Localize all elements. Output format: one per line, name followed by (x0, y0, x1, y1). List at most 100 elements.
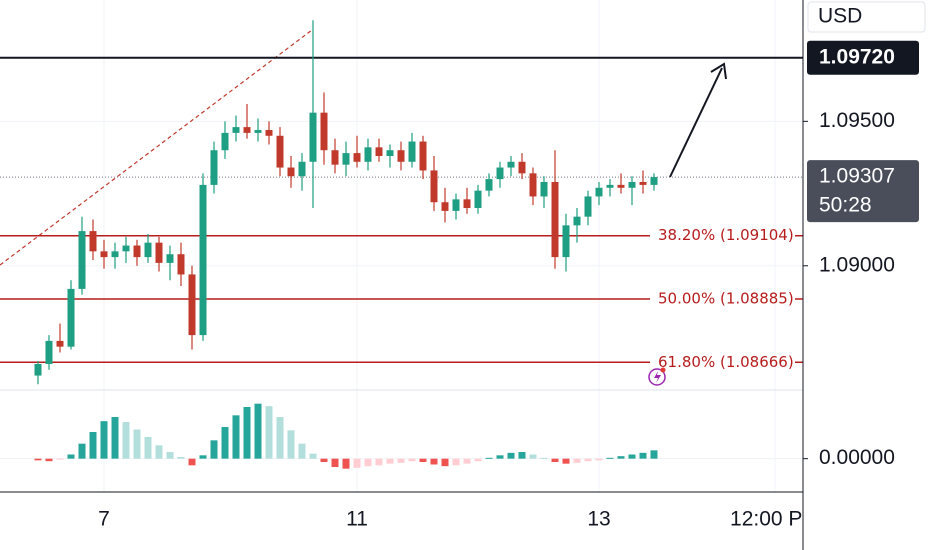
histogram-bar (606, 457, 614, 459)
candle-body (529, 173, 537, 197)
last-price-box (807, 160, 919, 223)
candle-body (595, 187, 603, 197)
histogram-bar (221, 427, 229, 459)
candle-body (628, 182, 636, 188)
candle-body (243, 127, 251, 133)
y-tick-label: 1.09500 (819, 109, 895, 132)
y-tick-label: 1.09000 (819, 253, 895, 276)
histogram-bar (364, 458, 372, 467)
histogram-bar (463, 458, 471, 464)
candle-body (309, 112, 317, 162)
histogram-bar (320, 458, 328, 462)
histogram-bar (386, 458, 394, 464)
histogram-bar (562, 458, 570, 464)
histogram-bar (474, 458, 482, 462)
histogram-bar (573, 458, 581, 463)
histogram-bar (210, 440, 218, 459)
histogram-bar (254, 403, 262, 459)
candle-body (375, 147, 383, 156)
histogram-bar (188, 458, 196, 466)
histogram-bar (639, 452, 647, 459)
candle-body (419, 141, 427, 171)
histogram-bar (331, 458, 339, 467)
horizontal-line-label: 1.09720 (819, 45, 895, 68)
histogram-bar (133, 429, 141, 459)
candle-body (474, 190, 482, 208)
candle-body (67, 288, 75, 347)
candle-body (507, 161, 515, 168)
candle-body (166, 254, 174, 263)
candle-body (617, 184, 625, 188)
candle-body (298, 161, 306, 177)
candle-body (100, 251, 108, 258)
histogram-bar (485, 457, 493, 459)
candle-body (430, 170, 438, 203)
histogram-bar (353, 458, 361, 468)
candle-body (287, 167, 295, 177)
candle-body (122, 245, 130, 252)
time-axis: 7 11 13 12:00 PM (98, 508, 820, 531)
histogram-bar (375, 458, 383, 466)
histogram-bar (276, 417, 284, 459)
candle-body (562, 225, 570, 258)
candle-body (34, 364, 42, 376)
candle-body (463, 199, 471, 208)
histogram-bar (496, 455, 504, 459)
candle-body (650, 177, 658, 185)
histogram-bar (177, 457, 185, 459)
candle-body (144, 242, 152, 258)
candle-body (221, 132, 229, 151)
histogram-bar (419, 458, 427, 462)
last-price-label: 1.09307 (819, 165, 895, 188)
histogram-bar (144, 437, 152, 459)
arrow (669, 67, 723, 178)
countdown: 50:28 (819, 194, 872, 217)
candle-body (265, 130, 273, 136)
histogram-bar (342, 458, 350, 469)
alert-icon-bolt (654, 371, 661, 383)
alert-dot (660, 367, 666, 373)
candle-body (353, 153, 361, 162)
candle-body (199, 184, 207, 336)
arrow-head (710, 62, 727, 80)
candle-body (386, 150, 394, 156)
histogram-bar (199, 455, 207, 459)
candle-body (188, 274, 196, 336)
histogram-bar (34, 458, 42, 461)
x-tick-label: 12:00 PM (730, 508, 820, 531)
histogram-bar (45, 458, 53, 462)
currency-box[interactable] (807, 1, 926, 33)
histogram-bar (122, 422, 130, 459)
candle-body (331, 150, 339, 165)
candle-body (452, 199, 460, 211)
histogram-pane (34, 403, 658, 469)
candle-body (320, 112, 328, 151)
candle-body (177, 254, 185, 275)
candle-body (155, 242, 163, 263)
candle-body (573, 216, 581, 226)
histogram-bar (617, 456, 625, 459)
candle-body (45, 340, 53, 364)
histogram-bar (397, 458, 405, 463)
candle-body (408, 141, 416, 162)
candle-body (210, 150, 218, 185)
y-tick-label: 0.00000 (819, 446, 895, 469)
fib-label: 38.20% (1.09104) (658, 226, 794, 244)
trend-line (0, 29, 313, 266)
candle-body (485, 179, 493, 191)
candle-body (518, 161, 526, 174)
histogram-bar (298, 443, 306, 459)
histogram-bar (309, 453, 317, 459)
histogram-bar (287, 430, 295, 459)
axes: 1.09500 1.09000 0.00000 1.09720 1.09307 50:28 (803, 40, 919, 469)
candle-body (56, 340, 64, 347)
candle-body (496, 167, 504, 180)
price-pane: 38.20% (1.09104) 50.00% (1.08885) 61.80% (… (0, 20, 803, 385)
histogram-bar (595, 458, 603, 461)
histogram-bar (265, 406, 273, 459)
histogram-bar (540, 457, 548, 459)
histogram-bar (243, 407, 251, 459)
histogram-bar (650, 450, 658, 459)
fib-label: 61.80% (1.08666) (658, 353, 794, 371)
